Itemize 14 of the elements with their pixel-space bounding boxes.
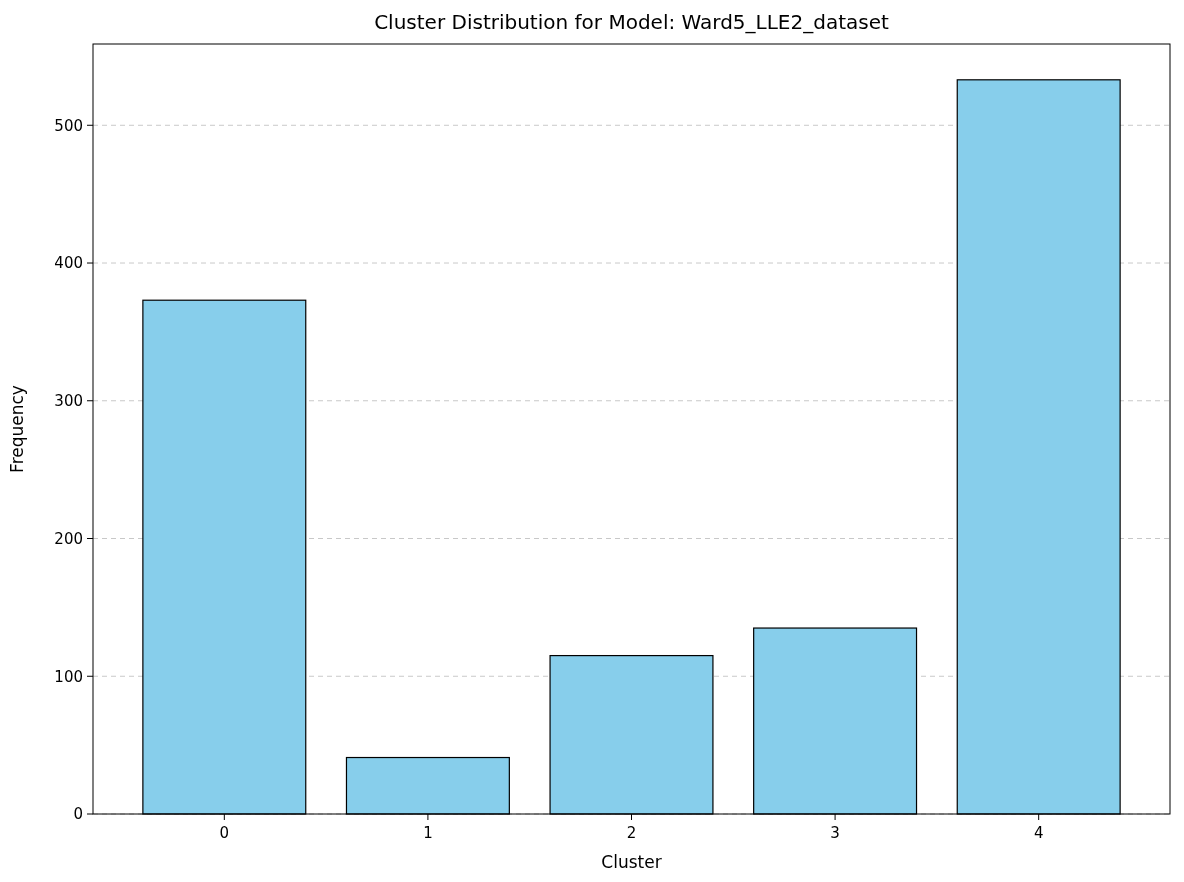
y-tick-label: 200: [54, 529, 83, 548]
x-tick-label: 3: [830, 824, 840, 842]
x-tick-label: 1: [423, 824, 433, 842]
chart-title: Cluster Distribution for Model: Ward5_LLE2_dataset: [374, 10, 889, 34]
y-axis-title: Frequency: [7, 385, 27, 473]
y-tick-label: 500: [54, 116, 83, 135]
y-tick-label: 100: [54, 667, 83, 686]
x-tick-label: 4: [1033, 824, 1044, 842]
y-tick-label: 400: [54, 254, 83, 273]
y-tick-label: 0: [73, 805, 83, 824]
x-tick-label: 2: [626, 824, 637, 842]
y-tick-label: 300: [54, 392, 83, 411]
x-tick-label: 0: [219, 824, 230, 842]
x-axis-title: Cluster: [601, 852, 662, 872]
